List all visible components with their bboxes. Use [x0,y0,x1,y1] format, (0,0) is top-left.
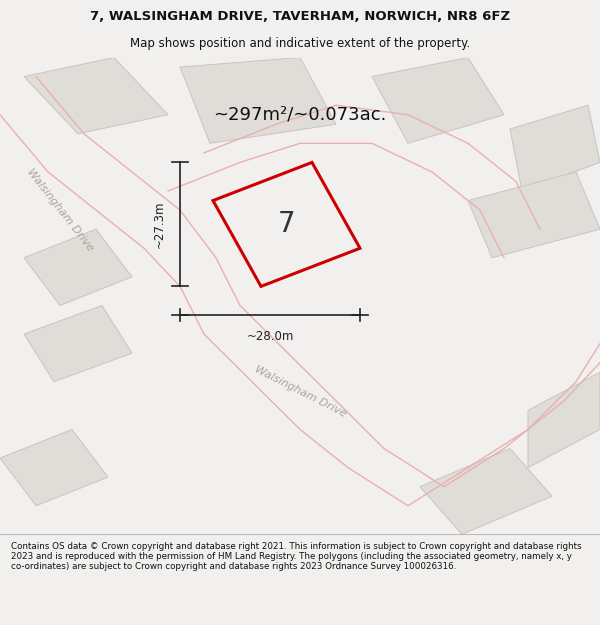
Polygon shape [24,306,132,382]
Text: Contains OS data © Crown copyright and database right 2021. This information is : Contains OS data © Crown copyright and d… [11,542,581,571]
Text: ~28.0m: ~28.0m [247,330,293,343]
Text: Walsingham Drive: Walsingham Drive [253,364,347,419]
Polygon shape [528,372,600,468]
Text: 7, WALSINGHAM DRIVE, TAVERHAM, NORWICH, NR8 6FZ: 7, WALSINGHAM DRIVE, TAVERHAM, NORWICH, … [90,9,510,22]
Text: ~297m²/~0.073ac.: ~297m²/~0.073ac. [214,106,386,124]
Polygon shape [24,229,132,306]
Polygon shape [213,162,360,286]
Polygon shape [0,429,108,506]
Polygon shape [468,172,600,258]
Text: Walsingham Drive: Walsingham Drive [25,167,95,253]
Polygon shape [24,58,168,134]
Polygon shape [372,58,504,143]
Polygon shape [510,105,600,191]
Polygon shape [420,449,552,534]
Text: ~27.3m: ~27.3m [152,201,166,248]
Text: Map shows position and indicative extent of the property.: Map shows position and indicative extent… [130,37,470,49]
Polygon shape [180,58,336,143]
Text: 7: 7 [278,211,295,238]
